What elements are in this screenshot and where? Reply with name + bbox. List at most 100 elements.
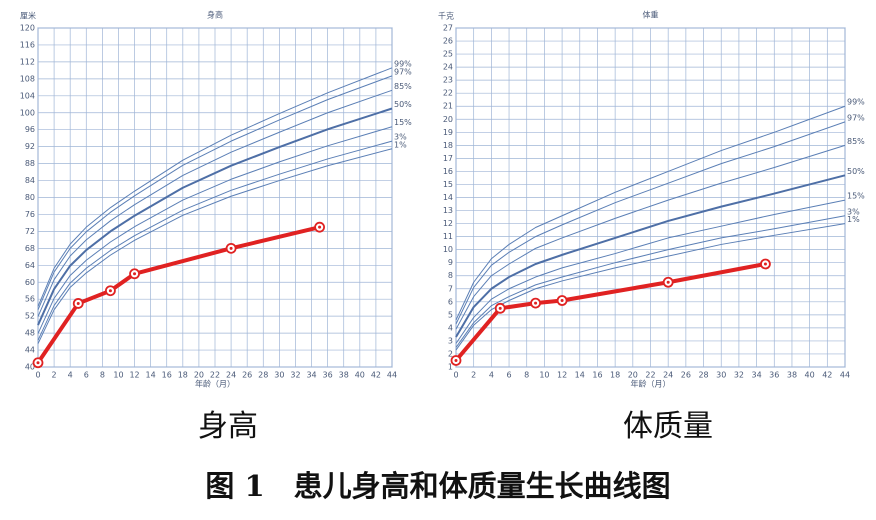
y-tick-label: 4 xyxy=(448,323,453,332)
curve-label: 1% xyxy=(394,140,407,149)
x-tick-label: 34 xyxy=(751,371,761,380)
x-tick-label: 30 xyxy=(274,371,284,380)
x-tick-label: 38 xyxy=(339,371,349,380)
y-tick-label: 14 xyxy=(443,193,453,202)
x-tick-label: 30 xyxy=(716,371,726,380)
x-tick-label: 12 xyxy=(129,371,139,380)
x-tick-label: 2 xyxy=(471,371,476,380)
chart-title: 身高 xyxy=(207,10,223,20)
curve-label: 1% xyxy=(847,215,860,224)
curve-label: 97% xyxy=(394,67,412,76)
y-tick-label: 12 xyxy=(443,219,453,228)
x-tick-label: 32 xyxy=(734,371,744,380)
curve-label: 50% xyxy=(394,100,412,109)
x-tick-label: 12 xyxy=(557,371,567,380)
percentile-curve xyxy=(37,67,393,307)
curve-label: 99% xyxy=(394,59,412,68)
data-point-center xyxy=(133,272,137,276)
y-tick-label: 76 xyxy=(25,210,35,219)
x-tick-label: 20 xyxy=(628,371,638,380)
y-tick-label: 10 xyxy=(443,245,453,254)
patient-line xyxy=(454,262,766,362)
x-tick-label: 26 xyxy=(242,371,252,380)
panel-label: 身高 xyxy=(198,409,258,444)
percentile-curve xyxy=(37,126,393,334)
x-tick-label: 28 xyxy=(258,371,268,380)
data-point-center xyxy=(534,301,538,305)
curve-label: 97% xyxy=(847,113,865,122)
x-axis-label: 年龄（月） xyxy=(631,379,671,389)
x-tick-label: 6 xyxy=(84,371,89,380)
y-tick-label: 104 xyxy=(20,91,35,100)
y-tick-label: 13 xyxy=(443,206,453,215)
x-tick-label: 6 xyxy=(506,371,511,380)
x-tick-label: 24 xyxy=(663,371,673,380)
data-point-center xyxy=(36,361,40,365)
x-tick-label: 22 xyxy=(210,371,220,380)
percentile-curve xyxy=(455,199,846,344)
y-tick-label: 108 xyxy=(20,74,35,83)
x-tick-label: 32 xyxy=(290,371,300,380)
x-tick-label: 34 xyxy=(306,371,316,380)
data-point-center xyxy=(318,225,322,229)
y-tick-label: 2 xyxy=(448,349,453,358)
percentile-curve xyxy=(37,107,393,326)
y-tick-label: 92 xyxy=(25,142,35,151)
curve-label: 3% xyxy=(394,133,407,142)
y-tick-label: 7 xyxy=(448,284,453,293)
y-tick-label: 15 xyxy=(443,180,453,189)
curve-label: 3% xyxy=(847,207,860,216)
data-point-center xyxy=(76,301,80,305)
y-tick-label: 6 xyxy=(448,297,453,306)
x-tick-label: 24 xyxy=(226,371,236,380)
y-tick-label: 19 xyxy=(443,128,453,137)
y-tick-label: 60 xyxy=(25,278,35,287)
x-tick-label: 40 xyxy=(355,371,365,380)
x-tick-label: 18 xyxy=(178,371,188,380)
x-tick-label: 4 xyxy=(68,371,73,380)
x-tick-label: 38 xyxy=(787,371,797,380)
y-tick-label: 16 xyxy=(443,167,453,176)
y-tick-label: 72 xyxy=(25,227,35,236)
data-point-center xyxy=(560,299,564,303)
y-tick-label: 17 xyxy=(443,154,453,163)
x-tick-label: 8 xyxy=(524,371,529,380)
percentile-curve xyxy=(455,174,846,338)
y-tick-label: 80 xyxy=(25,193,35,202)
x-tick-label: 4 xyxy=(489,371,494,380)
y-tick-label: 112 xyxy=(20,57,35,66)
x-tick-label: 16 xyxy=(162,371,172,380)
y-tick-label: 25 xyxy=(443,50,453,59)
curve-label: 15% xyxy=(847,192,865,201)
caption: 图 1 患儿身高和体质量生长曲线图 xyxy=(205,469,670,503)
percentile-curve xyxy=(455,144,846,330)
x-tick-label: 44 xyxy=(387,371,397,380)
x-tick-label: 14 xyxy=(146,371,156,380)
y-tick-label: 40 xyxy=(25,363,35,372)
x-tick-label: 20 xyxy=(194,371,204,380)
percentile-curve xyxy=(37,75,393,310)
data-point-center xyxy=(454,358,458,362)
y-tick-label: 96 xyxy=(25,125,35,134)
y-tick-label: 52 xyxy=(25,312,35,321)
y-tick-label: 68 xyxy=(25,244,35,253)
x-tick-label: 0 xyxy=(453,371,458,380)
x-tick-label: 36 xyxy=(323,371,333,380)
y-axis-label: 千克 xyxy=(438,11,454,21)
y-tick-label: 64 xyxy=(25,261,35,270)
y-tick-label: 20 xyxy=(443,115,453,124)
x-tick-label: 10 xyxy=(539,371,549,380)
percentile-curve xyxy=(37,148,393,344)
y-tick-label: 27 xyxy=(443,24,453,33)
data-point-center xyxy=(498,306,502,310)
x-tick-label: 40 xyxy=(805,371,815,380)
y-axis-label: 厘米 xyxy=(20,11,36,21)
y-tick-label: 3 xyxy=(448,336,453,345)
y-tick-label: 116 xyxy=(20,40,35,49)
curve-label: 85% xyxy=(847,137,865,146)
percentile-curve xyxy=(37,140,393,341)
data-point-center xyxy=(108,289,112,293)
x-axis-label: 年龄（月） xyxy=(195,379,235,389)
y-tick-label: 120 xyxy=(20,24,35,33)
